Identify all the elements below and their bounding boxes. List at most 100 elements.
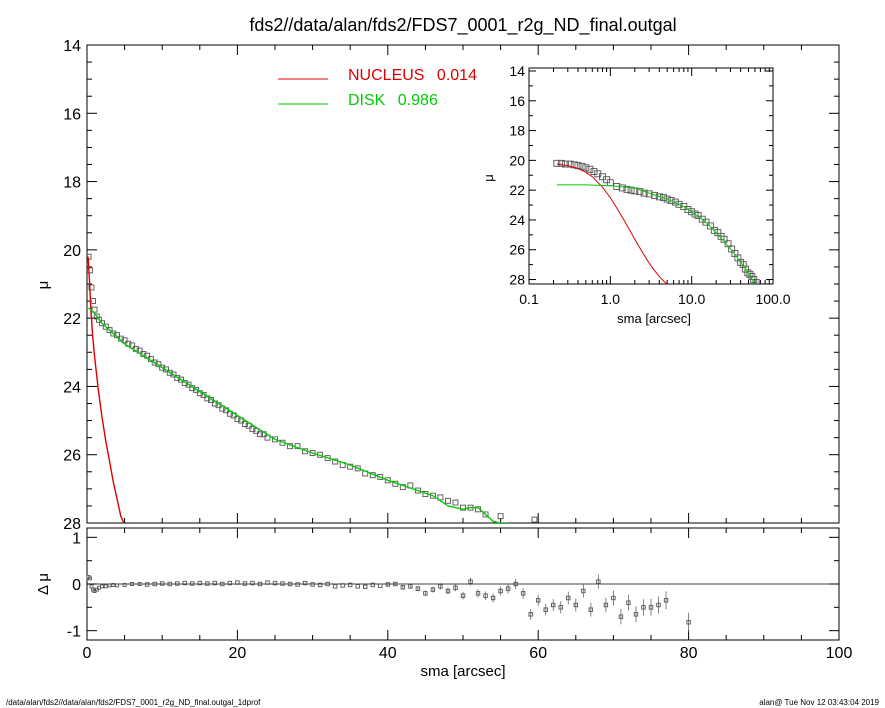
residual-point: [302, 580, 308, 586]
residual-point: [212, 580, 218, 586]
residual-point: [130, 582, 135, 586]
residual-point: [100, 584, 104, 589]
residual-point: [618, 614, 624, 619]
inset-y-tick-label: 14: [509, 63, 525, 79]
residual-point: [348, 582, 353, 588]
main-data-point: [96, 316, 102, 323]
residual-point: [438, 584, 443, 589]
main-data-point: [110, 330, 117, 337]
inset-data-point: [655, 193, 663, 201]
residual-y-tick-label: 0: [72, 577, 81, 594]
residual-point: [408, 584, 413, 589]
inset-series-clipped: [553, 159, 760, 284]
main-series-group: [87, 253, 538, 523]
main-data-point: [437, 494, 444, 501]
inset-data-point: [623, 185, 631, 193]
inset-y-tick-label: 16: [509, 93, 525, 109]
inset-data-point: [578, 162, 586, 170]
residual-point: [611, 595, 616, 601]
residual-panel: 10-10 20 40 60 80 100 Δ μ sma [arcsec]: [35, 527, 853, 680]
residual-point: [205, 581, 210, 586]
residual-point: [235, 580, 240, 585]
main-y-tick-label: 14: [63, 38, 81, 55]
main-data-point: [87, 267, 93, 274]
residual-point: [97, 585, 101, 590]
residual-point: [272, 580, 278, 586]
residual-point: [430, 587, 436, 592]
residual-point: [566, 595, 571, 601]
residual-point: [159, 581, 165, 586]
residual-point: [152, 581, 157, 587]
main-y-tick-label: 28: [63, 516, 81, 533]
main-data-point: [159, 364, 166, 371]
main-data-point: [257, 431, 263, 438]
main-y-tick-label: 24: [63, 379, 81, 396]
residual-x-axis-label: sma [arcsec]: [420, 663, 505, 680]
main-data-point: [482, 511, 489, 518]
main-disk-line: [88, 307, 509, 523]
residual-x-tick-label: 100: [826, 645, 853, 662]
inset-plot-frame: [528, 67, 774, 285]
residual-point: [137, 582, 142, 586]
chart-title: fds2//data/alan/fds2/FDS7_0001_r2g_ND_fi…: [249, 15, 676, 36]
inset-data-point: [675, 200, 683, 208]
residual-y-axis-label: Δ μ: [35, 573, 52, 595]
residual-point: [505, 586, 511, 591]
inset-y-tick-label: 24: [509, 212, 525, 228]
main-data-point: [531, 516, 538, 523]
residual-point: [423, 591, 428, 596]
main-data-point: [384, 477, 391, 484]
residual-point: [603, 602, 609, 608]
residual-y-tick-label: 1: [72, 530, 81, 547]
residual-point: [190, 581, 195, 586]
inset-data-point: [710, 226, 718, 234]
inset-y-tick-label: 22: [509, 182, 525, 198]
residual-point: [663, 598, 669, 603]
residual-axes: 10-10 20 40 60 80 100: [67, 528, 853, 662]
inset-y-tick-label: 26: [509, 242, 525, 258]
inset-data-point: [566, 160, 574, 168]
residual-point: [445, 588, 451, 594]
residual-x-tick-label: 80: [680, 645, 698, 662]
inset-data-point: [582, 164, 590, 172]
residual-point: [115, 583, 120, 588]
main-data-point: [452, 499, 459, 506]
main-panel: 14 16 18 20 22 24 26 28 μ NUCLEUS 0.014 DISK 0.…: [35, 38, 840, 533]
residual-point: [468, 579, 473, 584]
residual-point: [340, 583, 345, 588]
main-data-point: [106, 327, 113, 334]
residual-point: [543, 607, 548, 612]
inset-data-point: [553, 159, 561, 167]
residual-point: [111, 582, 116, 587]
residual-point: [287, 581, 293, 587]
main-data-point: [253, 427, 260, 434]
main-data-point: [234, 415, 241, 422]
residual-point: [656, 602, 661, 608]
residual-point: [317, 582, 323, 588]
main-y-tick-label: 22: [63, 311, 81, 328]
inset-x-tick-label: 0.1: [519, 291, 539, 307]
residual-point: [460, 593, 466, 598]
main-data-point: [241, 421, 248, 427]
inset-y-tick-label: 18: [509, 123, 525, 139]
residual-series-group: [86, 574, 691, 632]
residual-point: [385, 582, 390, 587]
main-data-point: [174, 374, 181, 381]
main-data-point: [170, 371, 177, 378]
residual-point: [551, 602, 556, 608]
main-data-point: [497, 513, 504, 520]
inset-series-group: [553, 159, 760, 284]
main-data-point: [151, 359, 158, 366]
residual-point: [144, 582, 150, 587]
residual-point: [596, 579, 601, 584]
residual-y-tick-label: -1: [67, 624, 81, 641]
residual-point: [182, 580, 187, 586]
main-y-tick-label: 18: [63, 175, 81, 192]
residual-point: [453, 585, 458, 590]
residual-point: [355, 584, 360, 589]
inset-disk-line: [556, 184, 756, 284]
residual-point: [415, 586, 421, 591]
residual-point: [633, 612, 639, 617]
main-data-point: [88, 284, 95, 291]
residual-point: [280, 581, 285, 586]
